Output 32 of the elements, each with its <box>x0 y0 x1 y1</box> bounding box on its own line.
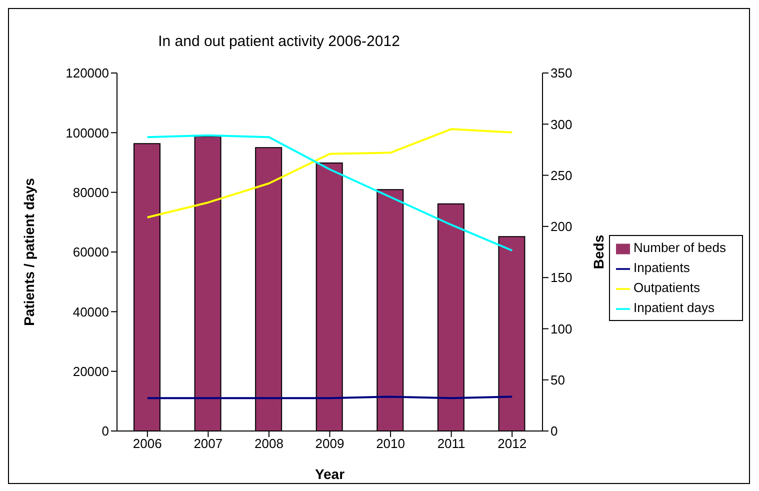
y2-tick-label: 350 <box>550 66 572 81</box>
chart-title: In and out patient activity 2006-2012 <box>157 33 401 52</box>
x-tick-label: 2008 <box>254 436 284 452</box>
legend-label: Outpatients <box>634 280 700 295</box>
y-tick-label: 20000 <box>72 364 109 379</box>
y-tick-label: 120000 <box>66 66 109 81</box>
y2-tick-label: 150 <box>550 270 572 286</box>
x-tick-label: 2009 <box>315 436 344 452</box>
y-tick-label: 0 <box>102 424 109 439</box>
line-series <box>146 128 514 218</box>
y2-axis-title: Beds <box>590 234 606 270</box>
y2-tick-label: 0 <box>550 424 558 439</box>
x-tick-label: 2012 <box>498 436 527 452</box>
y2-tick-label: 100 <box>550 321 572 336</box>
x-axis-title: Year <box>314 466 346 482</box>
y-tick-label: 100000 <box>66 125 109 140</box>
y2-tick-label: 250 <box>550 168 572 183</box>
x-tick-label: 2006 <box>132 436 162 452</box>
x-tick-label: 2011 <box>437 436 466 452</box>
legend-label: Inpatients <box>634 260 690 275</box>
y-axis-title: Patients / patient days <box>20 178 37 326</box>
y2-tick-label: 200 <box>550 219 572 234</box>
y2-tick-label: 50 <box>550 372 565 388</box>
line-series <box>146 134 514 252</box>
legend-label: Number of beds <box>634 240 726 255</box>
y-tick-label: 40000 <box>72 304 109 320</box>
y2-tick-label: 300 <box>550 116 572 132</box>
legend-label: Inpatient days <box>634 300 714 315</box>
y-tick-label: 60000 <box>72 244 109 260</box>
y-tick-label: 80000 <box>72 184 109 200</box>
x-tick-label: 2007 <box>194 436 223 452</box>
x-tick-label: 2010 <box>376 436 405 452</box>
